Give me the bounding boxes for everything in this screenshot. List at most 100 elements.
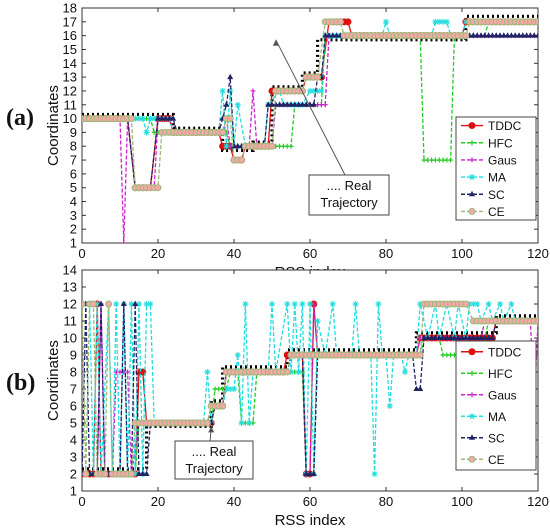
series-real-trajectory	[82, 314, 538, 471]
legend-marker	[469, 157, 475, 163]
point-sc	[223, 101, 230, 107]
point-sc	[459, 334, 465, 340]
point-ma	[307, 87, 313, 94]
point-sc	[478, 334, 484, 340]
legend-item-hfc: HFC	[461, 367, 513, 381]
point-ma	[143, 301, 150, 307]
point-sc	[276, 101, 283, 107]
y-tick-label: 9	[70, 348, 77, 363]
legend-marker	[469, 413, 475, 420]
point-sc	[333, 32, 340, 38]
point-sc	[504, 32, 511, 38]
point-sc	[299, 101, 306, 107]
point-ma	[310, 87, 317, 94]
legend-marker	[469, 140, 475, 146]
point-sc	[485, 32, 492, 38]
legend-marker	[468, 455, 476, 463]
point-ma	[485, 301, 492, 307]
legend-label: Gaus	[488, 388, 517, 402]
point-sc	[265, 101, 272, 107]
y-tick-label: 8	[70, 365, 77, 380]
point-sc	[421, 334, 427, 340]
annotation-arrow-head	[208, 426, 215, 433]
point-ma	[132, 115, 139, 122]
y-tick-label: 1	[70, 236, 77, 251]
point-ce	[82, 470, 90, 478]
legend-marker	[469, 392, 475, 398]
point-ce	[462, 300, 470, 308]
point-ma	[242, 301, 249, 307]
y-tick-label: 4	[70, 194, 77, 209]
point-ce	[219, 128, 227, 136]
point-sc	[231, 142, 237, 149]
y-axis-label: Coordinates	[45, 340, 62, 421]
x-tick-label: 100	[451, 246, 473, 261]
point-sc	[451, 334, 458, 340]
point-ma	[299, 301, 306, 307]
point-sc	[295, 101, 302, 107]
point-sc	[485, 334, 492, 340]
legend-item-tddc: TDDC	[461, 119, 522, 133]
point-sc	[531, 32, 538, 38]
series-real-trajectory	[82, 14, 538, 152]
point-sc	[322, 32, 329, 38]
annotation-arrow	[275, 39, 346, 176]
y-tick-label: 5	[70, 416, 77, 431]
point-sc	[478, 32, 484, 38]
point-sc	[417, 385, 424, 391]
point-ma	[402, 369, 408, 375]
point-ma	[375, 301, 382, 307]
point-sc	[462, 334, 469, 340]
point-ma	[314, 87, 321, 94]
point-ma	[474, 301, 481, 307]
x-tick-label: 120	[527, 246, 549, 261]
point-sc	[269, 101, 275, 107]
point-ma	[440, 18, 446, 25]
x-tick-label: 80	[379, 246, 393, 261]
point-ma	[231, 386, 237, 392]
point-ce	[268, 142, 276, 150]
point-sc	[489, 32, 496, 38]
point-ma	[128, 301, 135, 307]
legend-item-ma: MA	[461, 171, 506, 185]
tick-labels: 0 20 40 60 80 100 1201234567891011121314151617…	[63, 1, 549, 262]
annotation-text: Trajectory	[320, 195, 378, 210]
point-ma	[132, 471, 139, 477]
y-tick-label: 9	[70, 125, 77, 140]
y-tick-label: 10	[63, 331, 77, 346]
point-sc	[497, 32, 503, 38]
y-tick-label: 7	[70, 382, 77, 397]
point-sc	[288, 101, 294, 107]
legend-box	[455, 116, 537, 221]
legend-marker	[468, 207, 476, 215]
y-tick-label: 13	[63, 280, 77, 295]
y-tick-label: 13	[63, 70, 77, 85]
point-ma	[314, 318, 321, 324]
x-tick-label: 60	[303, 246, 317, 261]
annotation-text: .... Real	[327, 178, 372, 193]
point-ce	[203, 419, 211, 427]
point-ma	[151, 115, 158, 122]
point-sc	[303, 101, 310, 107]
point-sc	[470, 334, 477, 340]
point-ma	[497, 301, 503, 307]
point-sc	[132, 300, 139, 306]
x-tick-label: 100	[451, 494, 473, 509]
legend-marker	[468, 348, 476, 356]
legend-item-sc: SC	[461, 431, 505, 445]
series-line-real-trajectory	[82, 14, 538, 152]
x-tick-label: 120	[527, 494, 549, 509]
point-ma	[269, 301, 275, 307]
point-ma	[432, 18, 439, 25]
legend-item-tddc: TDDC	[461, 345, 522, 359]
point-gaus	[250, 88, 256, 94]
point-ce	[534, 317, 538, 325]
point-ce	[416, 351, 424, 359]
x-tick-label: 80	[379, 494, 393, 509]
annotation-box	[308, 174, 390, 216]
point-ce	[534, 18, 538, 26]
point-sc	[474, 334, 481, 340]
y-tick-label: 10	[63, 111, 77, 126]
y-tick-label: 4	[70, 433, 77, 448]
